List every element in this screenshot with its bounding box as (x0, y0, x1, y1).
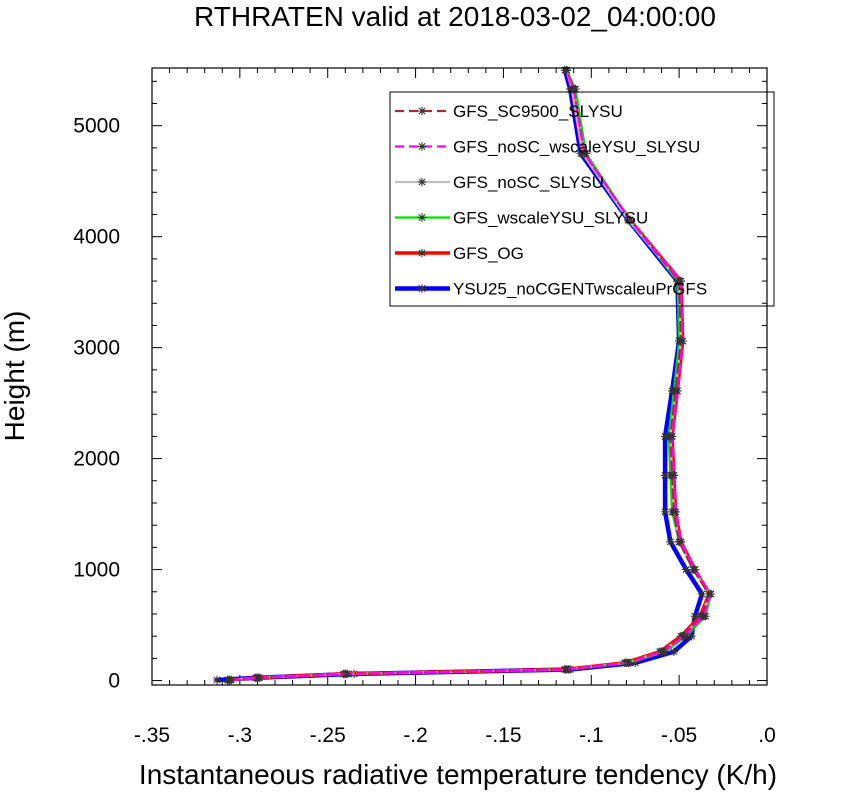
legend-marker (417, 106, 427, 116)
legend-item: GFS_noSC_wscaleYSU_SLYSU (395, 138, 700, 157)
data-point-marker (667, 432, 677, 441)
x-tick-labels: -.35 -.3 -.25 -.2 -.15 -.1 -.05 .0 (134, 724, 776, 747)
data-point-marker (562, 66, 571, 75)
data-point-marker (342, 669, 352, 679)
series-GFS_noSC_wscaleYSU_SLYSU (226, 66, 715, 685)
data-point-marker (687, 631, 696, 641)
data-point-marker (699, 611, 708, 621)
data-point-marker (681, 565, 691, 574)
data-point-marker (623, 658, 633, 668)
data-point-marker (226, 675, 236, 685)
data-point-marker (666, 537, 675, 547)
data-point-marker (580, 149, 589, 158)
data-point-marker (706, 589, 715, 599)
data-point-marker (254, 673, 264, 682)
x-tick-label: -.35 (134, 724, 170, 747)
legend-box (389, 91, 775, 307)
data-point-marker (676, 276, 686, 286)
x-tick-label: -.2 (403, 724, 428, 747)
data-point-marker (562, 665, 571, 674)
y-tick-labels: 0 1000 2000 3000 4000 5000 (73, 115, 120, 693)
legend-item: GFS_noSC_SLYSU (395, 173, 604, 192)
legend-label: GFS_noSC_wscaleYSU_SLYSU (453, 138, 700, 157)
data-point-marker (212, 675, 222, 685)
legend-item: GFS_OG (395, 244, 524, 263)
data-point-marker (697, 589, 707, 599)
data-point-marker (671, 507, 680, 517)
series-group (212, 66, 715, 685)
data-point-marker (660, 507, 670, 517)
x-tick-label: -.3 (228, 724, 253, 747)
x-axis-label: Instantaneous radiative temperature tend… (139, 759, 777, 790)
data-point-marker (676, 537, 686, 547)
legend-marker (417, 284, 427, 293)
data-point-marker (680, 631, 689, 641)
data-point-marker (678, 336, 687, 346)
x-tick-label: -.1 (579, 724, 604, 747)
data-point-marker (569, 84, 578, 94)
legend-label: GFS_OG (453, 244, 524, 263)
data-point-marker (659, 647, 668, 656)
legend-marker (417, 177, 427, 187)
legend-label: GFS_wscaleYSU_SLYSU (453, 209, 648, 228)
y-tick-label: 5000 (73, 115, 120, 138)
legend-item: YSU25_noCGENTwscaleuPrGFS (395, 280, 707, 299)
y-tick-label: 4000 (73, 226, 120, 249)
data-point-marker (690, 611, 700, 621)
y-tick-label: 0 (108, 670, 120, 693)
axis-ticks (151, 68, 768, 685)
y-axis-label: Height (m) (0, 311, 30, 442)
legend: GFS_SC9500_SLYSU GFS_noSC_wscaleYSU_SLYSU… (389, 91, 775, 307)
data-point-marker (625, 215, 635, 225)
y-tick-label: 2000 (73, 448, 120, 471)
series-line (230, 69, 712, 682)
chart-title: RTHRATEN valid at 2018-03-02_04:00:00 (194, 1, 716, 32)
legend-label: GFS_SC9500_SLYSU (453, 102, 623, 121)
legend-marker (417, 213, 427, 222)
legend-marker (417, 142, 427, 151)
y-tick-label: 3000 (73, 337, 120, 360)
data-point-marker (669, 647, 679, 656)
legend-marker (417, 248, 427, 258)
data-point-marker (631, 658, 640, 668)
legend-item: GFS_wscaleYSU_SLYSU (395, 209, 648, 228)
x-tick-label: -.05 (661, 724, 697, 747)
data-point-marker (690, 565, 700, 574)
data-point-marker (669, 471, 679, 480)
data-point-marker (660, 471, 670, 480)
plot-frame (151, 67, 768, 686)
legend-item: GFS_SC9500_SLYSU (395, 102, 623, 121)
data-point-marker (673, 386, 682, 396)
x-tick-label: -.25 (310, 724, 346, 747)
legend-label: GFS_noSC_SLYSU (453, 173, 604, 192)
y-tick-label: 1000 (73, 559, 120, 582)
legend-label: YSU25_noCGENTwscaleuPrGFS (453, 280, 707, 299)
x-tick-label: .0 (758, 724, 776, 747)
x-tick-label: -.15 (485, 724, 521, 747)
